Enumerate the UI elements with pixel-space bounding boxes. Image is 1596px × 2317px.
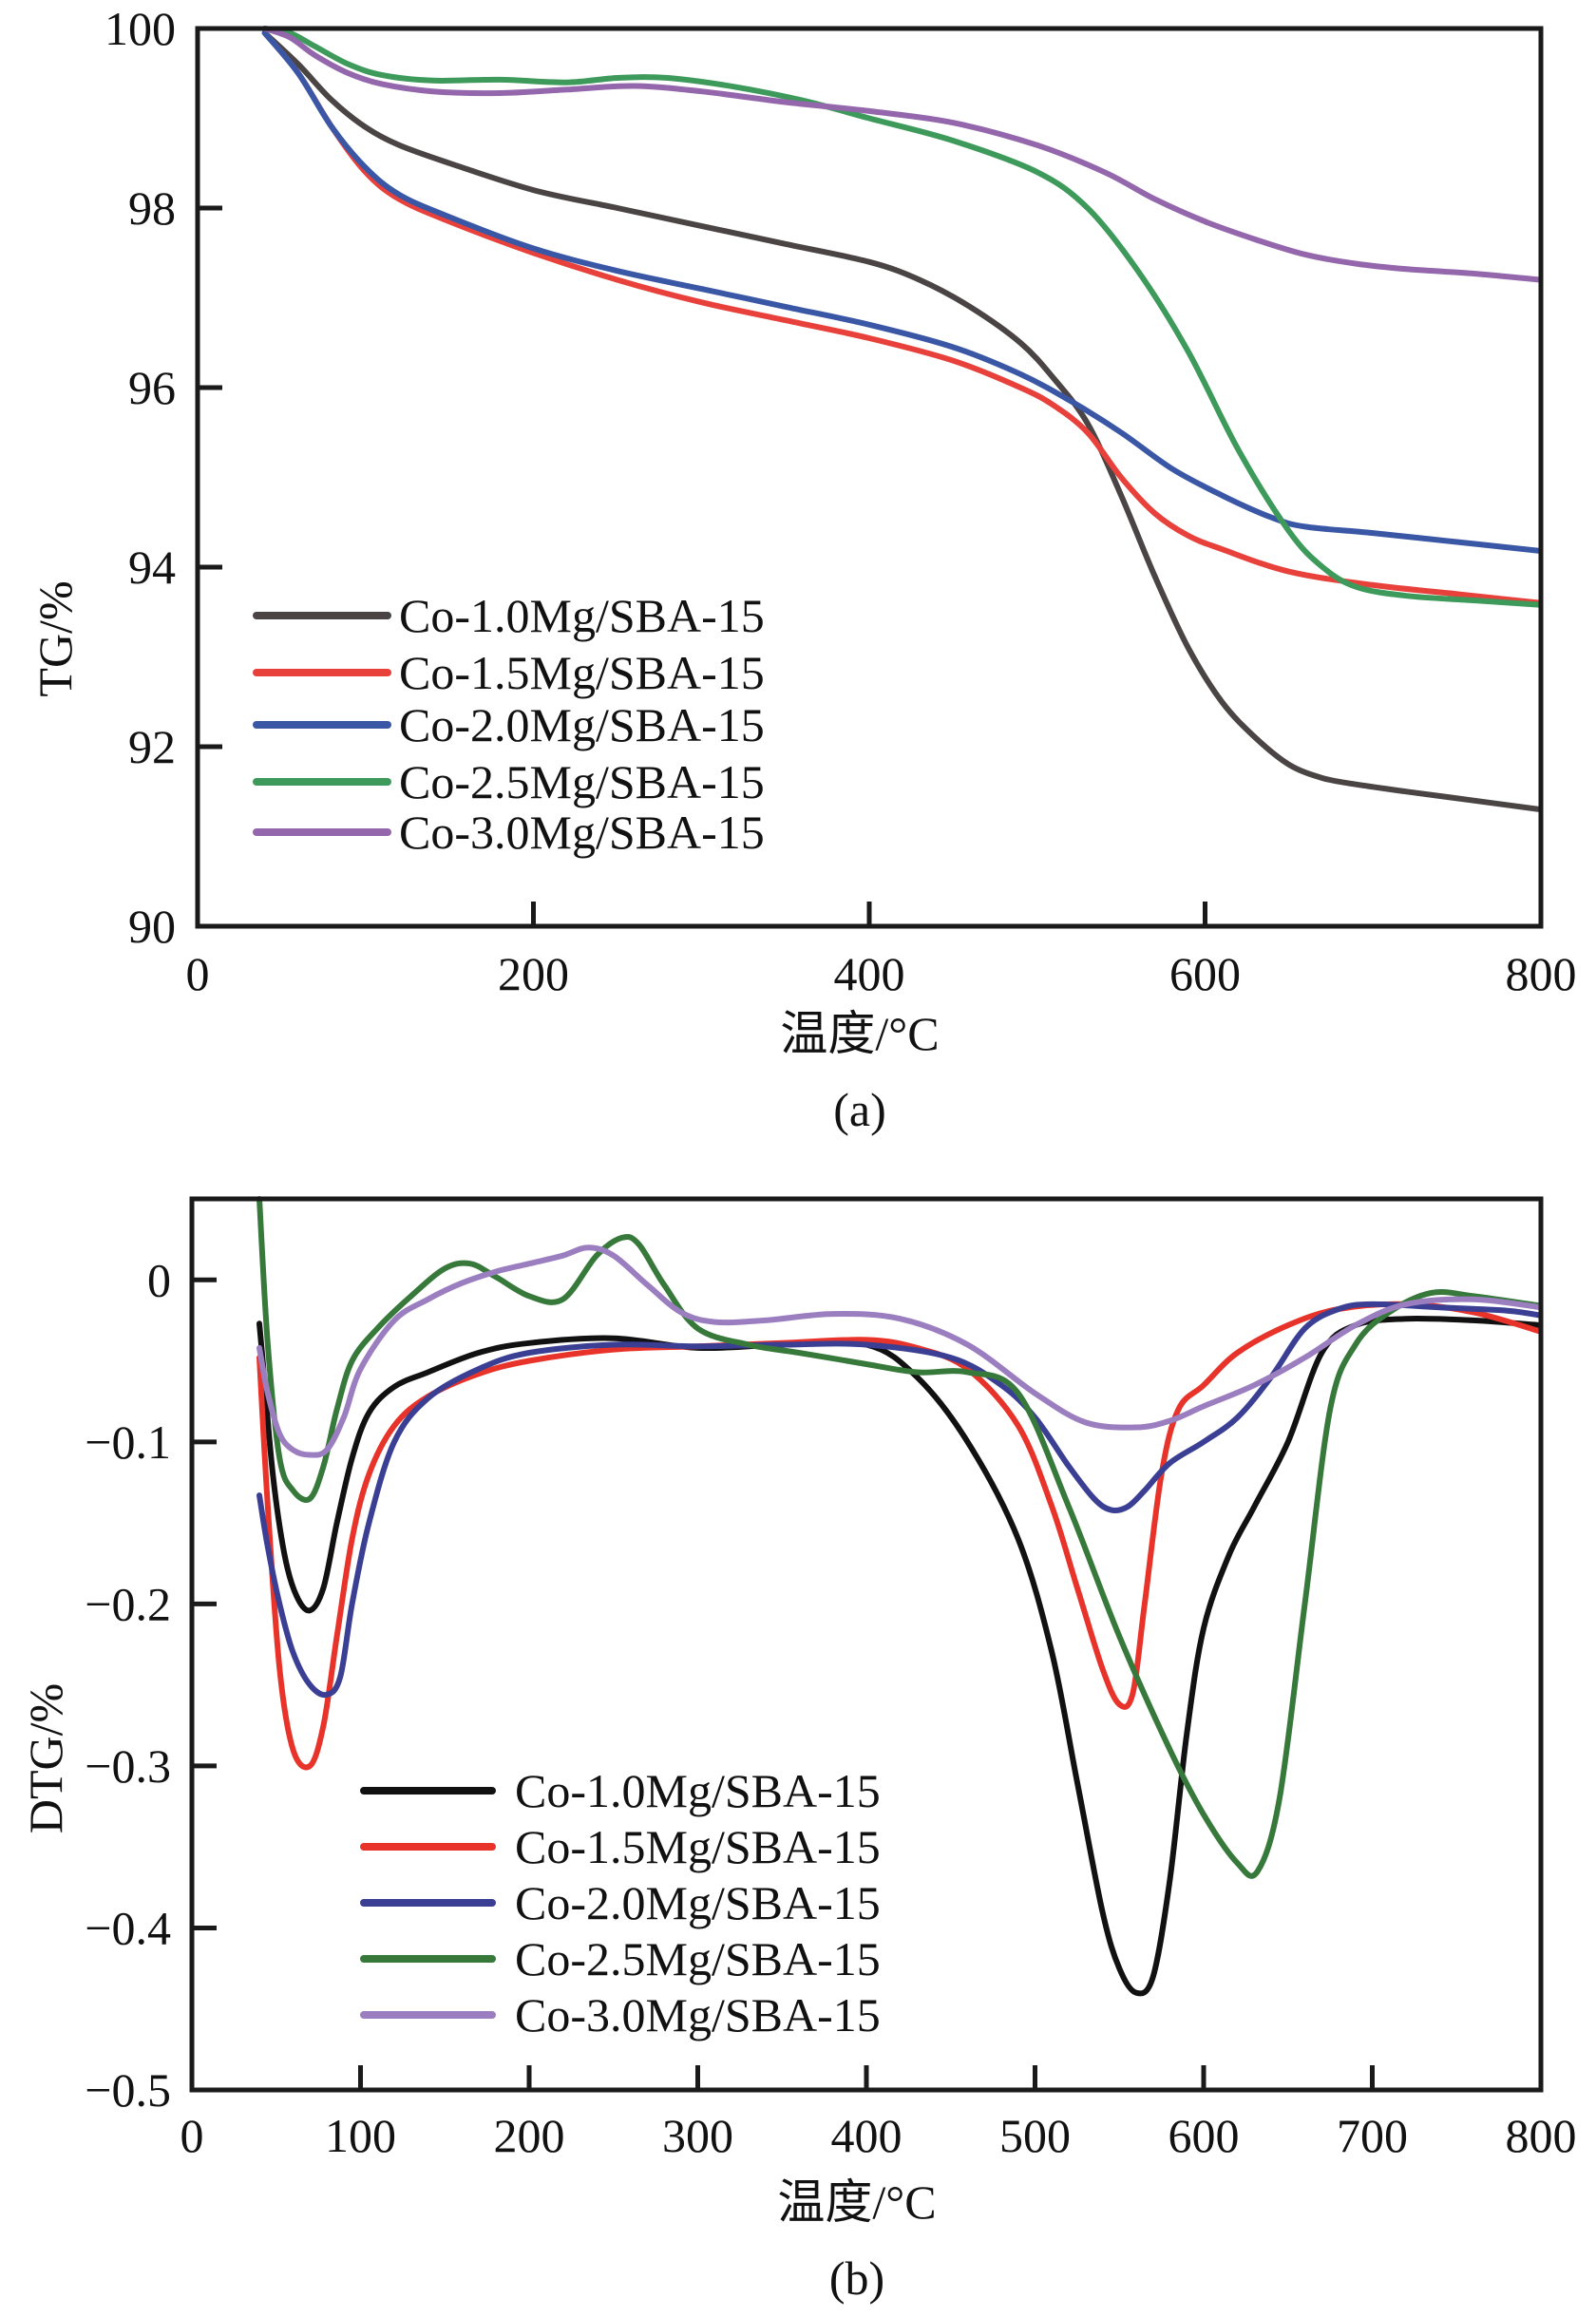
y-tick-label: −0.5	[85, 2063, 171, 2117]
series-line-co-1-0mg-sba-15	[256, 1315, 1541, 1997]
x-tick-label: 0	[186, 947, 210, 1000]
x-tick-label: 0	[180, 2109, 204, 2162]
dtg-x-axis-title: 温度/°C	[777, 2175, 936, 2229]
y-tick-label: 96	[128, 361, 176, 414]
legend-label: Co-1.0Mg/SBA-15	[399, 589, 765, 642]
legend-item: Co-1.0Mg/SBA-15	[253, 589, 765, 642]
x-tick-label: 200	[494, 2109, 565, 2162]
x-tick-label: 600	[1169, 947, 1241, 1000]
x-tick-label: 400	[834, 947, 905, 1000]
legend-item: Co-1.0Mg/SBA-15	[360, 1764, 881, 1817]
y-tick-label: 90	[128, 900, 176, 953]
tg-panel-label: (a)	[833, 1083, 886, 1136]
y-tick-label: −0.3	[85, 1739, 171, 1793]
y-tick-label: −0.4	[85, 1901, 171, 1954]
x-tick-label: 200	[498, 947, 569, 1000]
series-line-co-1-0mg-sba-15	[261, 29, 1541, 813]
legend-item: Co-3.0Mg/SBA-15	[360, 1988, 881, 2042]
legend-label: Co-3.0Mg/SBA-15	[515, 1988, 881, 2042]
series-line-co-3-0mg-sba-15	[256, 1244, 1541, 1458]
x-tick-label: 600	[1168, 2109, 1240, 2162]
y-tick-label: −0.2	[85, 1577, 171, 1630]
x-tick-label: 100	[325, 2109, 396, 2162]
series-line-co-2-5mg-sba-15	[256, 1196, 1541, 1879]
series-line-co-1-5mg-sba-15	[256, 1301, 1541, 1771]
dtg-series-group	[256, 1196, 1541, 1997]
series-line-co-2-0mg-sba-15	[261, 29, 1541, 554]
dtg-y-axis-title: DTG/%	[19, 1683, 72, 1833]
tg-x-axis: 0 200 400 600 800	[186, 902, 1577, 1000]
legend-item: Co-2.5Mg/SBA-15	[360, 1932, 881, 1985]
dtg-legend: Co-1.0Mg/SBA-15Co-1.5Mg/SBA-15Co-2.0Mg/S…	[360, 1764, 881, 2042]
legend-item: Co-2.0Mg/SBA-15	[360, 1876, 881, 1929]
legend-item: Co-2.5Mg/SBA-15	[253, 755, 765, 808]
legend-label: Co-3.0Mg/SBA-15	[399, 806, 765, 859]
legend-item: Co-3.0Mg/SBA-15	[253, 806, 765, 859]
legend-item: Co-1.5Mg/SBA-15	[360, 1820, 881, 1873]
dtg-y-axis: −0.5 −0.4 −0.3 −0.2 −0.1 0	[85, 1253, 217, 2117]
y-tick-label: −0.1	[85, 1415, 171, 1469]
legend-item: Co-1.5Mg/SBA-15	[253, 646, 765, 699]
legend-label: Co-2.5Mg/SBA-15	[515, 1932, 881, 1985]
x-tick-label: 700	[1337, 2109, 1408, 2162]
y-tick-label: 0	[147, 1253, 171, 1306]
dtg-chart-panel: 0 100 200 300 400 500 600 700 800 −0.5−0.4−0.3−0…	[19, 1196, 1577, 2305]
legend-label: Co-2.0Mg/SBA-15	[399, 698, 765, 751]
legend-label: Co-1.5Mg/SBA-15	[399, 646, 765, 699]
x-tick-label: 800	[1506, 2109, 1577, 2162]
legend-label: Co-2.5Mg/SBA-15	[399, 755, 765, 808]
tg-x-axis-title: 温度/°C	[780, 1007, 939, 1060]
series-line-co-2-5mg-sba-15	[261, 26, 1541, 608]
series-line-co-3-0mg-sba-15	[261, 26, 1541, 283]
tg-chart-panel: 0 200 400 600 800 90 92 94 96 98 100 温度/°C TG/% (…	[28, 2, 1577, 1136]
x-tick-label: 500	[999, 2109, 1071, 2162]
tg-y-axis-title: TG/%	[28, 580, 82, 696]
x-tick-label: 800	[1506, 947, 1577, 1000]
dtg-panel-label: (b)	[829, 2251, 884, 2305]
x-tick-label: 300	[662, 2109, 733, 2162]
y-tick-label: 94	[128, 541, 176, 594]
tg-y-axis: 90 92 94 96 98 100	[104, 2, 222, 953]
legend-item: Co-2.0Mg/SBA-15	[253, 698, 765, 751]
x-tick-label: 400	[831, 2109, 902, 2162]
legend-label: Co-2.0Mg/SBA-15	[515, 1876, 881, 1929]
tg-legend: Co-1.0Mg/SBA-15Co-1.5Mg/SBA-15Co-2.0Mg/S…	[253, 589, 765, 859]
series-line-co-1-5mg-sba-15	[261, 29, 1541, 606]
dtg-x-axis: 0 100 200 300 400 500 600 700 800	[180, 2065, 1577, 2162]
series-line-co-2-0mg-sba-15	[256, 1301, 1541, 1699]
legend-label: Co-1.0Mg/SBA-15	[515, 1764, 881, 1817]
legend-label: Co-1.5Mg/SBA-15	[515, 1820, 881, 1873]
y-tick-label: 92	[128, 720, 176, 773]
y-tick-label: 100	[104, 2, 176, 55]
tg-series-group	[261, 26, 1541, 813]
y-tick-label: 98	[128, 181, 176, 235]
